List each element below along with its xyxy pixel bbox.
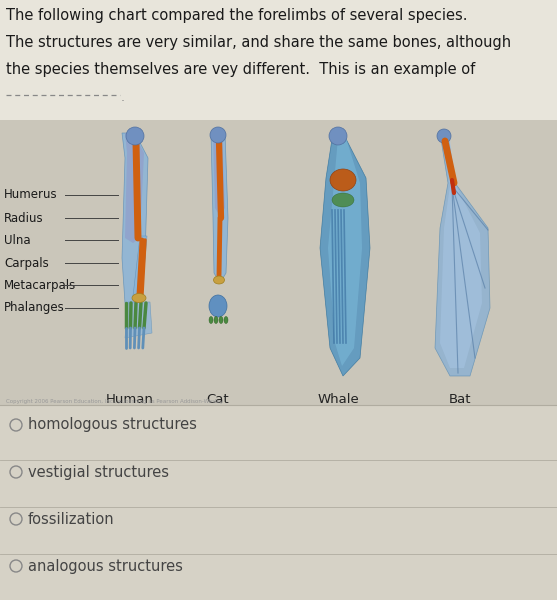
Circle shape <box>126 127 144 145</box>
Text: fossilization: fossilization <box>28 511 115 527</box>
Text: The structures are very similar, and share the same bones, although: The structures are very similar, and sha… <box>6 35 511 50</box>
Polygon shape <box>328 138 362 366</box>
Ellipse shape <box>213 276 224 284</box>
Polygon shape <box>211 133 228 283</box>
Polygon shape <box>435 133 490 376</box>
Polygon shape <box>213 133 225 216</box>
Polygon shape <box>320 133 370 376</box>
Circle shape <box>210 127 226 143</box>
Polygon shape <box>440 138 482 368</box>
Text: homologous structures: homologous structures <box>28 418 197 433</box>
Polygon shape <box>125 133 144 243</box>
Text: Copyright 2006 Pearson Education, Inc., publishing as Pearson Addison-Wesley: Copyright 2006 Pearson Education, Inc., … <box>6 399 223 404</box>
Bar <box>0 0 557 120</box>
Text: Human: Human <box>106 393 154 406</box>
Text: Ulna: Ulna <box>4 233 31 247</box>
Ellipse shape <box>332 193 354 207</box>
Text: Metacarpals: Metacarpals <box>4 278 76 292</box>
Text: the species themselves are vey different.  This is an example of: the species themselves are vey different… <box>6 62 475 77</box>
Polygon shape <box>125 302 152 338</box>
Bar <box>0 120 557 405</box>
Polygon shape <box>133 236 147 296</box>
Polygon shape <box>122 133 148 303</box>
Text: Whale: Whale <box>317 393 359 406</box>
Text: Cat: Cat <box>207 393 229 406</box>
Ellipse shape <box>219 317 223 323</box>
Text: The following chart compared the forelimbs of several species.: The following chart compared the forelim… <box>6 8 467 23</box>
Text: Phalanges: Phalanges <box>4 301 65 314</box>
Text: analogous structures: analogous structures <box>28 559 183 574</box>
Text: Radius: Radius <box>4 211 43 224</box>
Text: vestigial structures: vestigial structures <box>28 464 169 479</box>
Ellipse shape <box>224 317 228 323</box>
Ellipse shape <box>209 317 213 323</box>
Text: Humerus: Humerus <box>4 188 57 202</box>
Text: .: . <box>121 91 125 104</box>
Ellipse shape <box>214 317 218 323</box>
Ellipse shape <box>330 169 356 191</box>
Bar <box>0 405 557 600</box>
Circle shape <box>437 129 451 143</box>
Ellipse shape <box>132 293 146 302</box>
Ellipse shape <box>209 295 227 317</box>
Circle shape <box>329 127 347 145</box>
Text: Carpals: Carpals <box>4 257 49 269</box>
Text: Bat: Bat <box>449 393 471 406</box>
